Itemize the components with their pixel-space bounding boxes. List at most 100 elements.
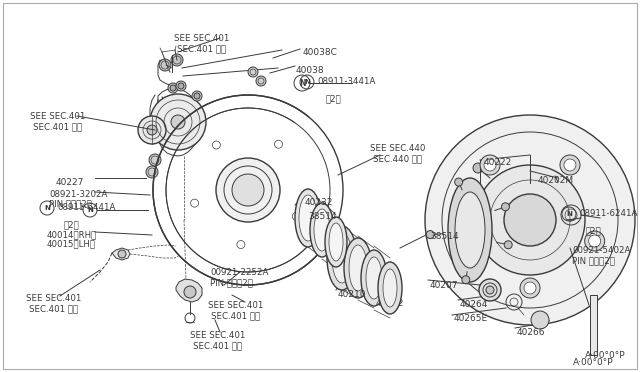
Circle shape — [256, 76, 266, 86]
Text: SEE SEC.401: SEE SEC.401 — [190, 331, 246, 340]
Text: 40232: 40232 — [305, 198, 333, 207]
Text: SEE SEC.401: SEE SEC.401 — [26, 294, 82, 303]
Circle shape — [520, 278, 540, 298]
Ellipse shape — [366, 257, 382, 299]
Text: 08921-3202A: 08921-3202A — [49, 190, 108, 199]
Text: 40014（RH）: 40014（RH） — [47, 230, 97, 239]
Ellipse shape — [378, 262, 402, 314]
Circle shape — [184, 286, 196, 298]
Text: N: N — [566, 211, 572, 217]
Circle shape — [150, 94, 206, 150]
Text: 08911-6441A: 08911-6441A — [57, 203, 115, 212]
Text: （2）: （2） — [586, 226, 602, 235]
Circle shape — [455, 231, 476, 251]
Text: SEE SEC.401: SEE SEC.401 — [30, 112, 86, 121]
Circle shape — [479, 279, 501, 301]
Circle shape — [531, 311, 549, 329]
Circle shape — [504, 241, 512, 249]
Polygon shape — [112, 248, 130, 260]
Circle shape — [480, 155, 500, 175]
Text: N: N — [87, 207, 93, 213]
Ellipse shape — [310, 203, 334, 257]
Circle shape — [118, 250, 126, 258]
Ellipse shape — [314, 209, 330, 251]
Circle shape — [146, 166, 158, 178]
Text: N: N — [304, 79, 310, 85]
Ellipse shape — [332, 233, 352, 283]
Circle shape — [560, 155, 580, 175]
Circle shape — [475, 165, 585, 275]
Ellipse shape — [325, 217, 347, 267]
Text: SEE SEC.401: SEE SEC.401 — [208, 301, 264, 310]
Ellipse shape — [448, 178, 492, 282]
Text: 40266: 40266 — [517, 328, 545, 337]
Circle shape — [486, 286, 494, 294]
Circle shape — [178, 83, 184, 89]
Ellipse shape — [329, 223, 343, 261]
Text: 00921-5402A: 00921-5402A — [572, 246, 630, 255]
Text: 38514: 38514 — [430, 232, 459, 241]
Circle shape — [171, 115, 185, 129]
Circle shape — [484, 159, 496, 171]
Text: A·00°0°P: A·00°0°P — [586, 351, 626, 360]
Circle shape — [168, 83, 178, 93]
Text: SEC.401 参照: SEC.401 参照 — [33, 122, 83, 131]
Text: SEC.440 参照: SEC.440 参照 — [373, 154, 422, 163]
Bar — [590, 295, 597, 355]
Circle shape — [524, 282, 536, 294]
Circle shape — [501, 203, 509, 211]
Polygon shape — [176, 279, 202, 302]
Text: 40264: 40264 — [460, 300, 488, 309]
Text: SEE SEC.440: SEE SEC.440 — [371, 144, 426, 153]
Ellipse shape — [349, 245, 367, 291]
Text: SEE SEC.401: SEE SEC.401 — [174, 34, 230, 43]
Circle shape — [589, 235, 601, 247]
Text: SEC.401 参照: SEC.401 参照 — [29, 304, 79, 313]
Ellipse shape — [455, 192, 485, 268]
Text: PIN ピン（2）: PIN ピン（2） — [210, 278, 253, 287]
Text: 38514: 38514 — [308, 212, 337, 221]
Circle shape — [425, 115, 635, 325]
Text: SEC.401 参照: SEC.401 参照 — [177, 44, 227, 53]
Circle shape — [232, 174, 264, 206]
Text: SEC.401 参照: SEC.401 参照 — [211, 311, 260, 320]
Text: 08911-3441A: 08911-3441A — [317, 77, 376, 87]
Text: 40232: 40232 — [376, 299, 404, 308]
Circle shape — [170, 85, 176, 91]
Circle shape — [171, 54, 183, 66]
Circle shape — [138, 116, 166, 144]
Text: 08911-6241A: 08911-6241A — [579, 209, 637, 218]
Circle shape — [149, 154, 161, 166]
Circle shape — [194, 93, 200, 99]
Text: 40210: 40210 — [338, 290, 367, 299]
Text: 40207: 40207 — [430, 281, 458, 290]
Text: 40038C: 40038C — [303, 48, 338, 57]
Ellipse shape — [344, 238, 372, 298]
Text: （2）: （2） — [64, 220, 80, 229]
Text: 40227: 40227 — [56, 178, 84, 187]
Text: SEC.401 参照: SEC.401 参照 — [193, 341, 243, 350]
Circle shape — [462, 276, 470, 284]
Circle shape — [147, 125, 157, 135]
Text: PIN ピン（2）: PIN ピン（2） — [49, 199, 92, 208]
Circle shape — [460, 235, 471, 247]
Text: （2）: （2） — [326, 94, 342, 103]
Circle shape — [192, 91, 202, 101]
Ellipse shape — [299, 195, 317, 241]
Circle shape — [473, 163, 483, 173]
Text: 40038: 40038 — [296, 66, 324, 75]
Circle shape — [585, 231, 605, 251]
Circle shape — [454, 178, 463, 186]
Text: 40222: 40222 — [484, 158, 512, 167]
Ellipse shape — [383, 269, 397, 307]
Text: 00921-2252A: 00921-2252A — [210, 268, 268, 277]
Circle shape — [216, 158, 280, 222]
Ellipse shape — [327, 226, 357, 290]
Text: N: N — [299, 78, 305, 87]
Text: 40202M: 40202M — [538, 176, 574, 185]
Text: PIN ピン（2）: PIN ピン（2） — [572, 256, 615, 265]
Ellipse shape — [295, 189, 321, 247]
Circle shape — [248, 67, 258, 77]
Text: 40015（LH）: 40015（LH） — [47, 239, 96, 248]
Circle shape — [159, 59, 171, 71]
